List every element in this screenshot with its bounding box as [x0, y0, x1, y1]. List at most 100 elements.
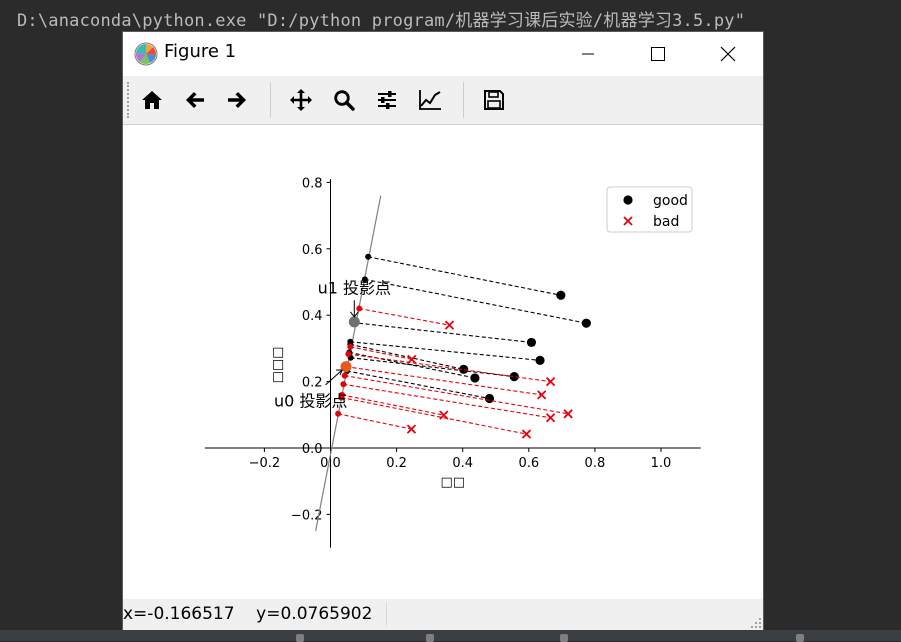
u0-mean-point — [340, 361, 352, 373]
good-point — [535, 355, 545, 365]
pan-button[interactable] — [286, 85, 316, 115]
edit-axis-button[interactable] — [415, 85, 445, 115]
forward-button[interactable] — [222, 85, 252, 115]
good-point — [484, 393, 495, 404]
projection-connector — [343, 383, 551, 419]
projection-connector — [350, 341, 541, 361]
y-tick-label: 0.4 — [302, 309, 323, 324]
u1-annotation: u1 投影点 — [318, 279, 391, 298]
good-point — [470, 373, 480, 383]
x-tick-label: 0.6 — [518, 456, 539, 471]
home-button[interactable] — [137, 85, 167, 115]
taskbar — [0, 630, 901, 642]
scatter-plot[interactable]: −0.2 0.0 0.2 0.4 0.6 0.8 1.0 −0.2 0.0 0.2 0.4 0.6 0.… — [123, 125, 763, 599]
projected-point — [356, 305, 363, 312]
x-tick-label: 1.0 — [651, 456, 672, 471]
good-point — [459, 364, 469, 374]
projection-connector — [368, 256, 561, 296]
title-bar[interactable]: Figure 1 — [123, 32, 763, 76]
good-point — [509, 372, 519, 382]
projection-connector — [344, 375, 569, 415]
projection-connector — [350, 343, 464, 370]
toolbar-separator — [463, 82, 464, 118]
y-tick-label: 0.6 — [302, 243, 323, 258]
cursor-coordinates: x=-0.166517 y=0.0765902 — [123, 604, 373, 624]
projected-point — [338, 394, 345, 401]
status-bar: x=-0.166517 y=0.0765902 — [123, 599, 763, 630]
console-command-line: D:\anaconda\python.exe "D:/python progra… — [17, 11, 746, 31]
y-tick-label: 0.0 — [302, 442, 323, 457]
minimize-icon — [582, 53, 594, 55]
y-tick-label: 0.2 — [302, 376, 323, 391]
zoom-button[interactable] — [329, 85, 359, 115]
u0-annotation: u0 投影点 — [274, 392, 347, 411]
taskbar-item[interactable] — [560, 634, 568, 642]
taskbar-item[interactable] — [426, 634, 434, 642]
projected-point — [345, 351, 352, 358]
bad-point — [521, 429, 532, 439]
legend-marker-good — [623, 195, 633, 205]
figure-canvas[interactable]: −0.2 0.0 0.2 0.4 0.6 0.8 1.0 −0.2 0.0 0.2 0.4 0.6 0.… — [123, 125, 763, 599]
y-tick-label: 0.8 — [302, 176, 323, 191]
projection-connector — [352, 321, 532, 343]
window-title: Figure 1 — [164, 41, 237, 62]
magnifier-icon — [334, 90, 355, 111]
bad-point — [444, 320, 455, 330]
close-icon — [720, 46, 736, 62]
legend-label: bad — [653, 214, 679, 230]
projected-point — [340, 381, 347, 388]
bad-point — [537, 390, 547, 400]
arrow-left-icon — [186, 92, 204, 108]
projection-connector — [359, 308, 450, 326]
bad-point — [545, 413, 556, 423]
sliders-icon — [378, 91, 396, 109]
projection-connector — [346, 370, 490, 400]
good-point — [556, 290, 566, 300]
projection-connector — [341, 394, 444, 416]
maximize-button[interactable] — [623, 32, 693, 76]
projected-point — [361, 276, 368, 283]
legend-marker-bad — [623, 216, 633, 226]
bad-point — [545, 376, 556, 387]
back-button[interactable] — [180, 85, 210, 115]
legend-label: good — [653, 193, 688, 209]
x-tick-label: 0.2 — [386, 456, 407, 471]
toolbar-grip[interactable] — [127, 82, 131, 118]
x-tick-label: −0.2 — [249, 456, 281, 471]
y-tick-label: −0.2 — [291, 508, 323, 523]
resize-grip-icon[interactable] — [751, 618, 761, 628]
u0-arrow-head — [336, 369, 343, 376]
u1-mean-point — [348, 316, 360, 328]
bad-point — [563, 409, 573, 419]
home-icon — [142, 91, 162, 109]
close-button[interactable] — [693, 32, 763, 76]
bad-point — [407, 354, 417, 364]
taskbar-item[interactable] — [296, 634, 304, 642]
projection-connector — [348, 353, 551, 383]
save-button[interactable] — [479, 85, 509, 115]
line-chart-icon — [419, 90, 441, 110]
u1-arrow-head — [349, 311, 359, 318]
projected-point — [365, 253, 372, 260]
x-tick-label: 0.0 — [320, 456, 341, 471]
configure-subplots-button[interactable] — [372, 85, 402, 115]
bad-point — [406, 424, 417, 434]
projected-point — [341, 372, 348, 379]
x-tick-label: 0.8 — [585, 456, 606, 471]
x-tick-label: 0.4 — [452, 456, 473, 471]
u0-annotation-arrow — [325, 369, 343, 386]
y-axis-label: □□□ — [271, 347, 286, 384]
toolbar-separator — [270, 82, 271, 118]
projection-connector — [350, 357, 515, 378]
bad-point — [439, 410, 449, 420]
good-point — [526, 337, 537, 348]
minimize-button[interactable] — [553, 32, 623, 76]
projection-connector — [350, 346, 412, 360]
projected-point — [335, 410, 342, 417]
x-axis-label: □□ — [440, 475, 465, 490]
status-divider — [386, 602, 387, 626]
projection-connector — [341, 396, 527, 435]
projection-connector — [345, 366, 542, 396]
taskbar-item[interactable] — [796, 634, 804, 642]
arrow-right-icon — [228, 92, 246, 108]
